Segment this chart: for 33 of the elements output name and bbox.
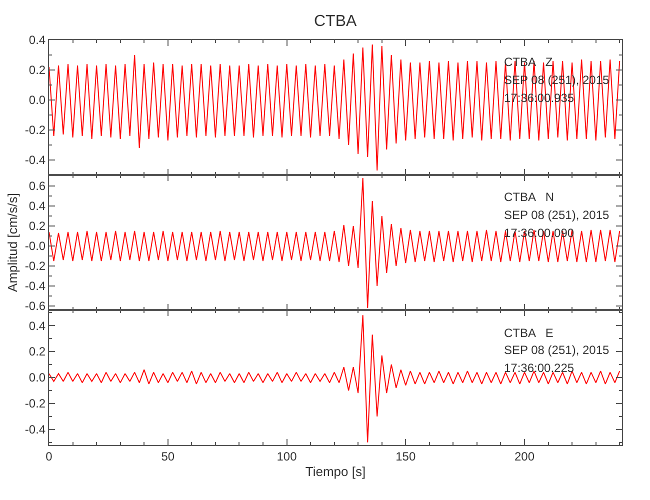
annotation: 17:36:00.225 — [504, 361, 574, 375]
y-tick-label: 0.0 — [28, 370, 46, 385]
line-series — [49, 178, 620, 308]
y-axis-title: Amplitud [cm/s/s] — [4, 193, 20, 292]
y-tick-label: 0.6 — [28, 179, 46, 194]
x-tick-label: 200 — [514, 449, 535, 464]
annotation: SEP 08 (251), 2015 — [504, 208, 610, 222]
y-tick-label: -0.4 — [24, 279, 46, 294]
y-tick-label: 0.0 — [28, 93, 46, 108]
y-tick-label: -0.4 — [24, 153, 46, 168]
chart-title: CTBA — [314, 13, 357, 30]
y-tick-label: 0.4 — [28, 199, 46, 214]
y-tick-label: 0.2 — [28, 344, 46, 359]
y-tick-label: 0.2 — [28, 219, 46, 234]
y-tick-label: -0.2 — [24, 396, 46, 411]
y-tick-label: -0.2 — [24, 259, 46, 274]
annotation: CTBA N — [504, 190, 554, 204]
x-tick-label: 100 — [276, 449, 298, 464]
line-series — [49, 44, 620, 171]
y-tick-label: 0.2 — [28, 63, 46, 78]
annotation: SEP 08 (251), 2015 — [504, 343, 610, 357]
x-tick-label: 0 — [46, 449, 53, 464]
y-tick-label: -0.2 — [24, 123, 46, 138]
x-tick-label: 50 — [161, 449, 175, 464]
y-tick-label: 0.4 — [28, 33, 46, 48]
y-tick-label: 0.4 — [28, 318, 46, 333]
y-tick-label: -0.0 — [24, 239, 46, 254]
x-axis-title: Tiempo [s] — [305, 464, 366, 479]
annotation: CTBA Z — [504, 55, 553, 69]
y-tick-label: -0.6 — [24, 299, 46, 314]
annotation: CTBA E — [504, 326, 554, 340]
y-tick-label: -0.4 — [24, 422, 46, 437]
x-tick-label: 150 — [396, 449, 416, 464]
